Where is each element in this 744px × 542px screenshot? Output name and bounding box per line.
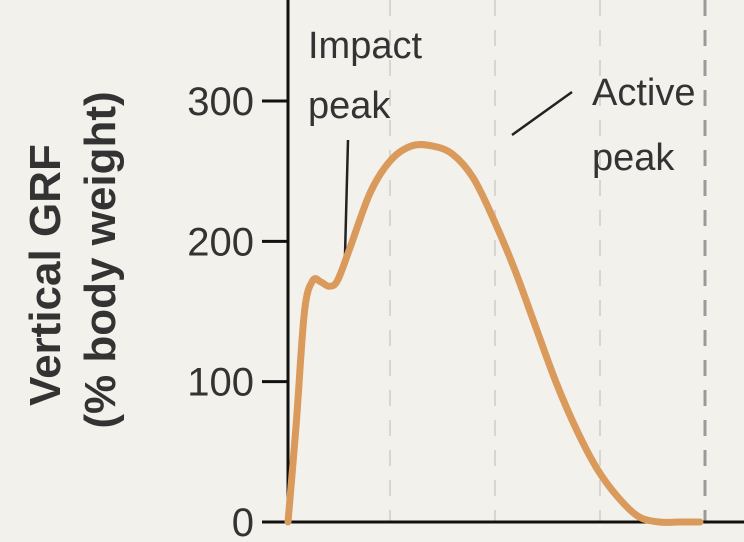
y-axis-label-line2: (% body weight) <box>76 91 125 428</box>
y-tick-label: 100 <box>187 361 254 405</box>
impact-peak-label-line1: Impact <box>308 25 422 67</box>
y-tick-label: 300 <box>187 80 254 124</box>
grf-curve <box>284 141 704 526</box>
y-tick-label: 0 <box>232 501 254 542</box>
impact-peak-pointer <box>343 139 350 256</box>
y-axis-label-line1: Vertical GRF <box>21 144 70 406</box>
active-peak-pointer <box>511 90 573 137</box>
y-tick-label: 200 <box>187 220 254 264</box>
active-peak-label-line1: Active <box>592 72 695 114</box>
active-peak-label-line2: peak <box>592 137 675 179</box>
impact-peak-label-line2: peak <box>308 85 391 127</box>
